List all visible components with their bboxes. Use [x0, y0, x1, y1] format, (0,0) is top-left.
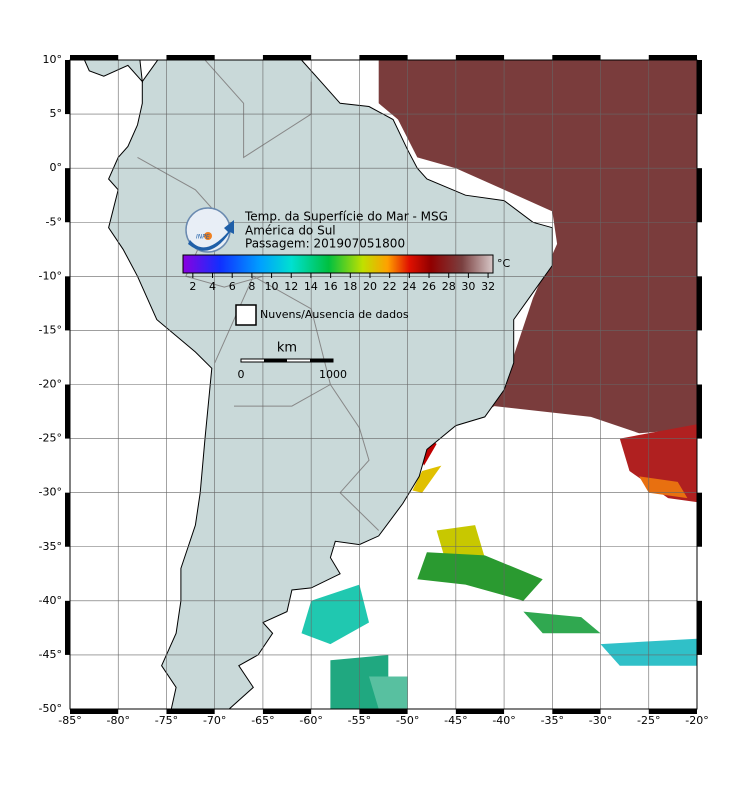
- frame-band: [697, 60, 702, 115]
- lon-tick-label: -60°: [299, 714, 322, 727]
- colorbar-tick-label: 16: [324, 280, 338, 293]
- frame-band: [262, 55, 312, 60]
- colorbar-tick-label: 20: [363, 280, 377, 293]
- lat-tick-label: -35°: [39, 540, 62, 553]
- frame-band: [65, 600, 70, 655]
- frame-band: [359, 709, 408, 714]
- lon-tick-label: -25°: [637, 714, 660, 727]
- frame-band: [455, 709, 505, 714]
- colorbar-tick-label: 30: [461, 280, 475, 293]
- lon-tick-label: -40°: [492, 714, 515, 727]
- colorbar-ramp: [182, 254, 494, 274]
- frame-band: [166, 709, 215, 714]
- frame-band: [697, 276, 702, 331]
- lon-tick-label: -55°: [348, 714, 371, 727]
- axes: -85° -80° -75° -70° -65° -60° -55° -50° -45° -40°…: [39, 53, 709, 727]
- frame-band: [166, 55, 215, 60]
- lon-tick-label: -65°: [251, 714, 274, 727]
- lat-tick-label: 5°: [50, 107, 63, 120]
- frame-band: [65, 276, 70, 331]
- colorbar-tick-label: 10: [265, 280, 279, 293]
- sst-patch: [417, 552, 543, 601]
- legend-swatch: [235, 304, 257, 326]
- scale-bar: km 0 1000: [238, 341, 348, 382]
- colorbar-tick-label: 18: [343, 280, 357, 293]
- sst-patch: [301, 584, 369, 645]
- lat-tick-label: 10°: [43, 53, 63, 66]
- frame-band: [70, 709, 119, 714]
- region: América do Sul: [245, 224, 336, 238]
- lon-tick-label: -35°: [541, 714, 564, 727]
- colorbar-tick-label: 12: [284, 280, 298, 293]
- colorbar-tick-label: 32: [481, 280, 495, 293]
- frame-band: [359, 55, 408, 60]
- frame-band: [552, 709, 601, 714]
- frame-band: [697, 168, 702, 223]
- lon-tick-label: -20°: [685, 714, 708, 727]
- lat-tick-label: -30°: [39, 486, 62, 499]
- logo-text: INPE: [196, 234, 210, 241]
- colorbar-tick-label: 14: [304, 280, 318, 293]
- sst-patch: [412, 465, 442, 493]
- lon-tick-label: -80°: [106, 714, 129, 727]
- lat-tick-label: -25°: [39, 432, 62, 445]
- colorbar-tick-label: 8: [248, 280, 255, 293]
- legend-label: Nuvens/Ausencia de dados: [260, 308, 409, 321]
- lat-tick-label: -5°: [46, 215, 62, 228]
- lon-tick-label: -30°: [589, 714, 612, 727]
- frame-band: [65, 168, 70, 223]
- lon-tick-label: -70°: [203, 714, 226, 727]
- sst-patch: [523, 611, 601, 634]
- frame-band: [65, 492, 70, 547]
- frame-band: [455, 55, 505, 60]
- frame-band: [65, 384, 70, 439]
- lon-tick-label: -45°: [444, 714, 467, 727]
- sst-patch: [378, 60, 697, 434]
- sst-patch: [369, 676, 408, 709]
- frame-band: [697, 384, 702, 439]
- colorbar-tick-label: 28: [442, 280, 456, 293]
- lat-tick-label: 0°: [50, 161, 63, 174]
- lat-tick-label: -20°: [39, 378, 62, 391]
- frame-band: [648, 709, 697, 714]
- lat-tick-label: -50°: [39, 702, 62, 715]
- lat-tick-label: -10°: [39, 269, 62, 282]
- colorbar-tick-label: 6: [229, 280, 236, 293]
- colorbar-tick-label: 24: [402, 280, 416, 293]
- title: Temp. da Superfície do Mar - MSG: [244, 210, 448, 224]
- colorbar-unit: °C: [497, 257, 511, 270]
- frame-band: [262, 709, 312, 714]
- frame-band: [697, 600, 702, 655]
- scale-label: 1000: [319, 368, 347, 381]
- lon-tick-label: -50°: [396, 714, 419, 727]
- colorbar-tick-label: 22: [383, 280, 397, 293]
- frame-band: [552, 55, 601, 60]
- lat-tick-label: -45°: [39, 648, 62, 661]
- scale-label: 0: [238, 368, 245, 381]
- logo: INPE: [185, 207, 234, 253]
- frame-band: [697, 492, 702, 547]
- scale-unit: km: [277, 341, 297, 356]
- lat-tick-label: -40°: [39, 594, 62, 607]
- colorbar-tick-label: 26: [422, 280, 436, 293]
- colorbar-tick-label: 2: [189, 280, 196, 293]
- frame-band: [70, 55, 119, 60]
- frame-band: [648, 55, 697, 60]
- colorbar: °C 2 4 6 8 10 12 14 16 18 20 22 24 26 28 30 32: [182, 254, 511, 293]
- lon-tick-label: -85°: [58, 714, 81, 727]
- lon-tick-label: -75°: [155, 714, 178, 727]
- pass: Passagem: 201907051800: [245, 237, 405, 251]
- lat-tick-label: -15°: [39, 323, 62, 336]
- frame-band: [65, 60, 70, 115]
- colorbar-tick-label: 4: [209, 280, 216, 293]
